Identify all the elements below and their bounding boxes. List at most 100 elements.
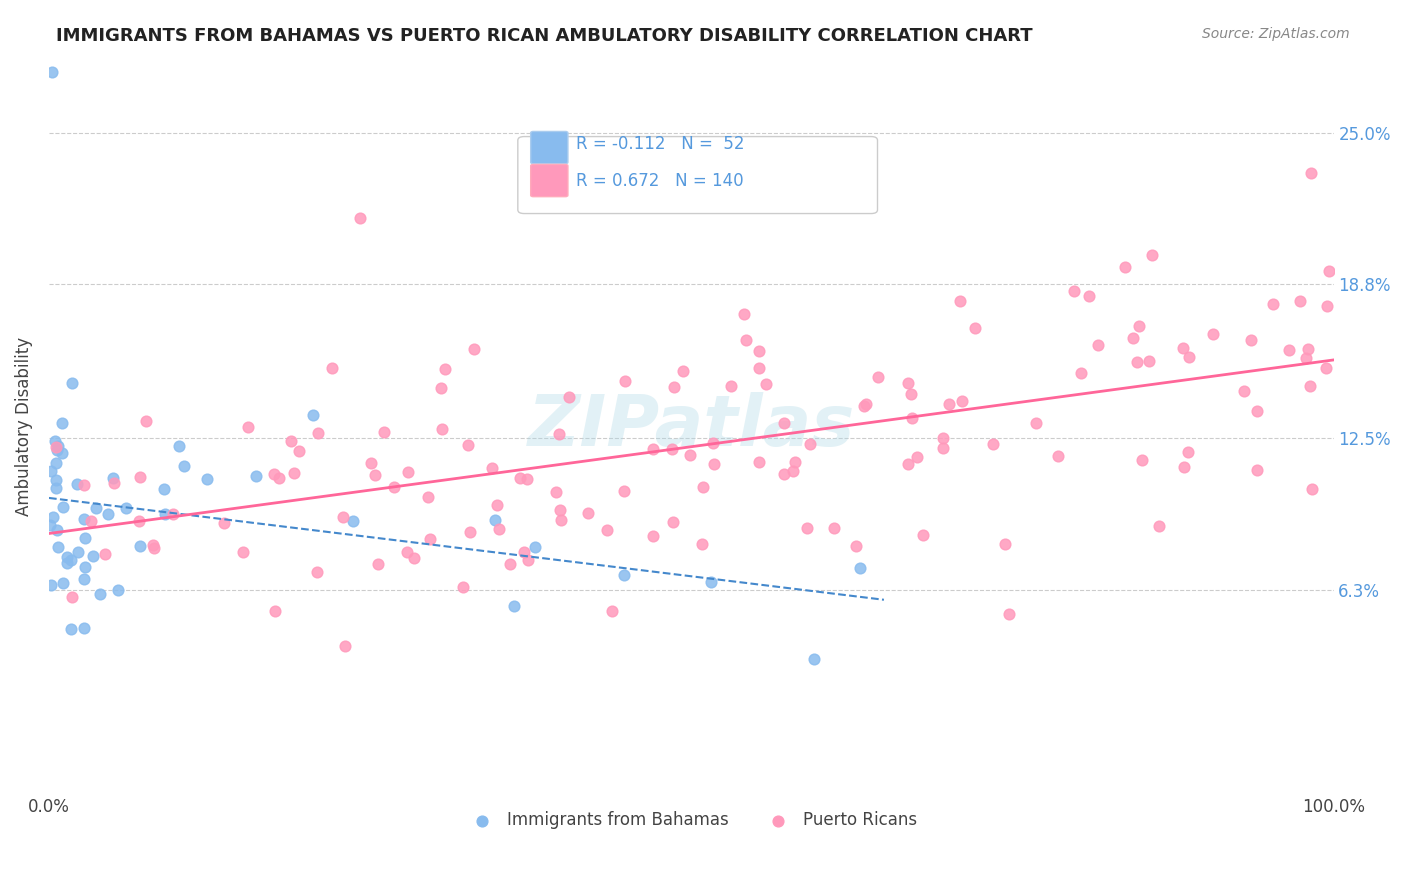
Point: [45, 443, 67, 458]
Point: [1315, 360, 1337, 375]
Point: [103, 475, 125, 490]
Point: [643, 528, 665, 542]
Text: Source: ZipAtlas.com: Source: ZipAtlas.com: [1202, 27, 1350, 41]
Point: [498, 557, 520, 571]
Point: [1315, 299, 1337, 313]
Point: [1233, 384, 1256, 399]
Point: [283, 466, 305, 480]
Point: [97, 508, 120, 522]
Point: [142, 541, 165, 555]
Point: [905, 450, 928, 465]
Point: [142, 538, 165, 552]
Point: [703, 457, 725, 471]
Point: [39, 465, 62, 479]
Point: [45, 523, 67, 537]
Point: [1122, 330, 1144, 344]
Point: [51, 446, 73, 460]
Point: [614, 374, 637, 388]
Point: [1177, 445, 1199, 459]
Point: [1178, 350, 1201, 364]
Point: [938, 397, 960, 411]
Point: [613, 483, 636, 498]
Point: [983, 437, 1005, 451]
Point: [430, 422, 453, 436]
Point: [128, 514, 150, 528]
Point: [755, 377, 778, 392]
Point: [332, 509, 354, 524]
Point: [44, 456, 66, 470]
Point: [73, 621, 96, 635]
Point: [772, 467, 794, 482]
Point: [73, 478, 96, 492]
Point: [679, 449, 702, 463]
Point: [1046, 449, 1069, 463]
Point: [803, 652, 825, 666]
Point: [897, 458, 920, 472]
Point: [952, 393, 974, 408]
Point: [613, 568, 636, 582]
Point: [912, 527, 935, 541]
Point: [994, 537, 1017, 551]
Point: [41, 65, 63, 79]
Point: [107, 583, 129, 598]
Point: [900, 387, 922, 401]
Point: [897, 376, 920, 390]
Point: [1288, 294, 1310, 309]
Point: [661, 515, 683, 529]
Y-axis label: Ambulatory Disability: Ambulatory Disability: [15, 336, 32, 516]
Point: [1317, 264, 1340, 278]
Point: [702, 435, 724, 450]
Point: [135, 414, 157, 428]
Point: [307, 426, 329, 441]
Point: [402, 551, 425, 566]
Point: [516, 553, 538, 567]
Point: [287, 443, 309, 458]
Point: [263, 467, 285, 482]
Point: [167, 440, 190, 454]
Point: [463, 342, 485, 356]
Point: [1070, 366, 1092, 380]
Point: [1137, 354, 1160, 368]
Point: [720, 379, 742, 393]
Point: [1125, 355, 1147, 369]
Point: [129, 470, 152, 484]
Point: [321, 361, 343, 376]
Point: [1246, 404, 1268, 418]
Point: [396, 544, 419, 558]
Point: [418, 490, 440, 504]
Point: [481, 461, 503, 475]
Point: [1299, 166, 1322, 180]
Point: [1025, 416, 1047, 430]
Point: [1114, 260, 1136, 275]
Point: [998, 607, 1021, 621]
Point: [852, 399, 875, 413]
Point: [866, 370, 889, 384]
Point: [80, 514, 103, 528]
Point: [1128, 318, 1150, 333]
Point: [153, 507, 176, 521]
Point: [523, 540, 546, 554]
Point: [748, 455, 770, 469]
Point: [963, 321, 986, 335]
FancyBboxPatch shape: [517, 136, 877, 213]
Point: [849, 561, 872, 575]
Point: [307, 565, 329, 579]
Point: [509, 471, 531, 485]
Point: [333, 639, 356, 653]
Point: [44, 473, 66, 487]
Point: [152, 483, 174, 497]
Legend: Immigrants from Bahamas, Puerto Ricans: Immigrants from Bahamas, Puerto Ricans: [458, 805, 924, 836]
Point: [301, 408, 323, 422]
Point: [799, 437, 821, 451]
Point: [1295, 351, 1317, 365]
Point: [672, 363, 695, 377]
Point: [38, 517, 60, 532]
Point: [796, 521, 818, 535]
Point: [430, 381, 453, 395]
Text: R = 0.672   N = 140: R = 0.672 N = 140: [575, 171, 744, 190]
Point: [513, 545, 536, 559]
Point: [690, 537, 713, 551]
Point: [1130, 453, 1153, 467]
Point: [1087, 338, 1109, 352]
Point: [1301, 483, 1323, 497]
